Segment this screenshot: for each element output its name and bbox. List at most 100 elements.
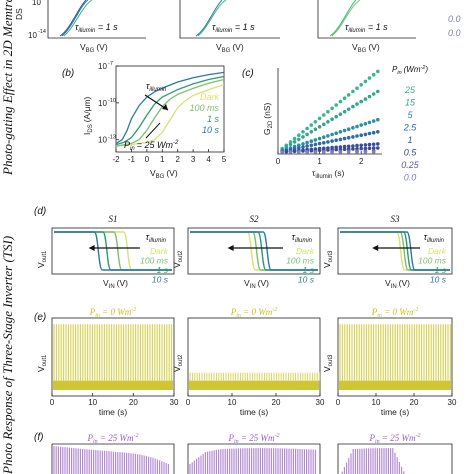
- x-tick-label: 0: [336, 398, 341, 407]
- legend-item: 0.5: [404, 148, 418, 158]
- data-point: [367, 120, 372, 125]
- data-point: [338, 99, 343, 104]
- legend-item: 0.0: [448, 28, 461, 38]
- data-point: [326, 120, 330, 124]
- x-axis-label: time (s): [99, 407, 128, 417]
- subplot-title: Pin = 25 Wm-2: [228, 433, 280, 445]
- data-point: [305, 126, 309, 131]
- e-subplot-3: Pin = 0 Wm-2 Vout3 0 10 20 30 time (s): [322, 307, 457, 417]
- data-point: [313, 142, 318, 147]
- data-point: [301, 135, 305, 139]
- data-point: [330, 106, 334, 111]
- data-point: [338, 137, 343, 142]
- data-point: [288, 150, 293, 154]
- panel-label: (c): [242, 68, 254, 79]
- side-title-bottom: Photo Response of Three-Stage Inverter (…: [0, 236, 15, 474]
- y-axis-label: Vout2: [172, 354, 184, 372]
- top-row: 10 10 -14 DS τillumin = 1 s VBG (V) τillu…: [14, 0, 461, 54]
- data-point: [309, 130, 314, 134]
- data-point: [363, 146, 368, 151]
- data-point: [359, 146, 364, 151]
- series-line: [115, 84, 225, 147]
- data-point: [359, 133, 364, 137]
- pointer-line: [145, 122, 161, 139]
- curve: [331, 0, 361, 37]
- y-axis-label: IDS(A/μm): [82, 96, 94, 135]
- data-point: [292, 149, 297, 154]
- x-tick-label: 10: [228, 398, 237, 407]
- data-point: [346, 150, 351, 154]
- x-tick-label: -1: [128, 155, 136, 164]
- tick-label: 10: [28, 31, 37, 40]
- data-point: [284, 149, 289, 154]
- pin-label: Pin = 25 Wm-2: [124, 140, 179, 152]
- y-axis-label: Vout3: [322, 250, 334, 268]
- curve: [329, 0, 357, 37]
- data-point: [305, 140, 309, 145]
- data-point: [330, 139, 334, 143]
- x-tick-label: 5: [222, 155, 227, 164]
- data-point: [326, 134, 330, 138]
- data-point: [359, 83, 364, 87]
- series-line: [340, 231, 450, 271]
- f-subplot-1: Pin = 25 Wm-2: [51, 433, 175, 474]
- curve: [195, 0, 223, 37]
- data-point: [313, 138, 318, 142]
- data-point: [301, 149, 305, 153]
- data-point: [342, 96, 347, 100]
- data-point: [334, 103, 339, 107]
- data-point: [371, 146, 376, 150]
- x-tick-label: 0: [145, 155, 150, 164]
- curve: [61, 0, 89, 37]
- data-point: [301, 145, 305, 149]
- data-point: [309, 148, 314, 153]
- panel-f: (f) Pin = 25 Wm-2 Pin = 25 Wm-2 Pin = 25 W…: [34, 432, 453, 474]
- data-point: [297, 143, 301, 148]
- x-tick-label: 0: [276, 157, 281, 166]
- data-point: [376, 142, 380, 146]
- data-point: [305, 132, 309, 137]
- side-title-top: Photo-gating Effect in 2D Memtransistors: [0, 0, 15, 176]
- panel-label: (f): [34, 432, 43, 443]
- data-point: [317, 125, 322, 129]
- data-point: [297, 146, 301, 150]
- legend-item: 10 s: [298, 275, 315, 285]
- data-point: [346, 135, 351, 140]
- arrow-head: [372, 245, 379, 251]
- plot-frame: [337, 227, 453, 275]
- data-point: [317, 116, 322, 121]
- legend-item: 100 ms: [140, 256, 169, 266]
- y-tick-exp: -10: [108, 98, 116, 104]
- legend-item: 100 ms: [418, 256, 447, 266]
- data-point: [355, 102, 359, 106]
- data-point: [342, 128, 347, 133]
- data-point: [297, 137, 301, 142]
- data-point: [376, 146, 380, 150]
- data-point: [334, 131, 339, 135]
- low-level-band: [53, 380, 173, 390]
- tick-label: 10: [32, 0, 41, 7]
- data-point: [334, 114, 339, 119]
- plot-frame: [337, 443, 453, 474]
- x-tick-label: 1: [317, 157, 322, 166]
- legend-item: 100 ms: [189, 103, 219, 113]
- data-point: [317, 136, 322, 141]
- y-tick-exp: -13: [108, 135, 116, 141]
- data-point: [376, 130, 380, 134]
- data-point: [342, 144, 347, 149]
- data-point: [292, 140, 297, 144]
- legend-item: Dark: [150, 246, 169, 256]
- data-point: [367, 146, 372, 151]
- data-point: [346, 144, 351, 149]
- e-subplot-2: Pin = 0 Wm-2 Vout2 0 10 20 30 time (s): [172, 307, 325, 417]
- x-tick-label: 2: [359, 157, 364, 166]
- legend: 25 15 5 2.5 1 0.5 0.25 0.0: [401, 85, 420, 183]
- legend-item: 10 s: [430, 275, 447, 285]
- data-point: [371, 150, 376, 154]
- legend-item: 5: [407, 110, 413, 120]
- data-point: [351, 147, 355, 151]
- data-point: [351, 104, 355, 109]
- plot-frame: [337, 317, 453, 397]
- data-point: [338, 150, 343, 154]
